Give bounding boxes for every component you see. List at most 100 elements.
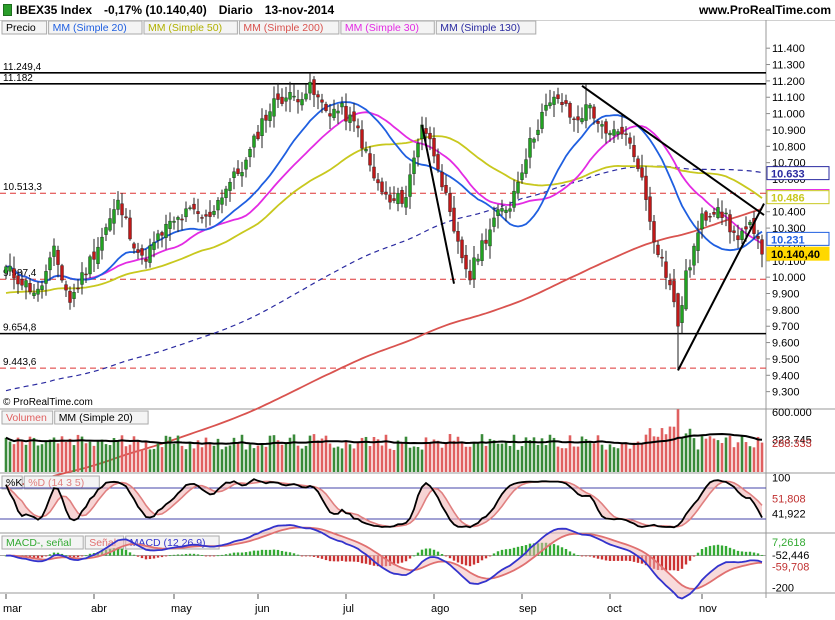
x-tick-label: oct bbox=[607, 603, 622, 615]
chart-svg[interactable]: 11.400 11.300 11.200 11.100 11.000 10.900 10.8… bbox=[0, 20, 835, 620]
candle-body bbox=[584, 104, 588, 121]
volume-bar bbox=[748, 446, 752, 472]
volume-bar bbox=[356, 442, 360, 472]
macd-histogram-bar bbox=[228, 553, 232, 556]
volume-bar bbox=[264, 446, 268, 472]
macd-histogram-bar bbox=[748, 551, 752, 556]
candle-body bbox=[308, 81, 312, 94]
volume-bar bbox=[240, 434, 244, 472]
macd-histogram-bar bbox=[696, 552, 700, 556]
candle-body bbox=[52, 245, 56, 257]
macd-signal-line bbox=[6, 526, 763, 590]
candle-body bbox=[244, 159, 248, 170]
macd-histogram-bar bbox=[264, 549, 268, 556]
volume-bar bbox=[708, 436, 712, 472]
candle-body bbox=[496, 209, 500, 216]
level-lines: 11.249,411.182 10.513,3 9.987,4 9.654,8 9.44… bbox=[0, 62, 766, 369]
macd-histogram-bar bbox=[692, 555, 696, 557]
legend-entry: MM (Simple 130) bbox=[440, 22, 520, 34]
macd-histogram-bar bbox=[312, 555, 316, 557]
volume-bar bbox=[24, 444, 28, 472]
candle-body bbox=[472, 257, 476, 280]
macd-histogram-bar bbox=[416, 552, 420, 556]
volume-bar bbox=[84, 443, 88, 472]
volume-bar bbox=[100, 439, 104, 472]
price-tick-label: 11.200 bbox=[772, 76, 805, 88]
volume-bar bbox=[696, 449, 700, 472]
volume-bar bbox=[480, 434, 484, 472]
macd-histogram-bar bbox=[316, 555, 320, 558]
macd-histogram-bar bbox=[680, 555, 684, 569]
candle-body bbox=[168, 220, 172, 229]
trendline bbox=[581, 84, 765, 216]
volume-bar bbox=[200, 447, 204, 472]
volume-bar bbox=[712, 438, 716, 472]
volume-bar bbox=[256, 445, 260, 472]
volume-bar bbox=[72, 445, 76, 472]
volume-bar bbox=[80, 436, 84, 472]
candle-body bbox=[588, 104, 592, 109]
candle-body bbox=[216, 200, 220, 211]
macd-histogram-bar bbox=[300, 555, 304, 557]
candle-body bbox=[104, 227, 108, 235]
volume-value-label: 288.333 bbox=[772, 438, 812, 450]
candle-body bbox=[464, 254, 468, 270]
candle-body bbox=[756, 235, 760, 239]
candle-body bbox=[700, 213, 704, 230]
candle-body bbox=[680, 305, 684, 323]
candle-body bbox=[108, 218, 112, 231]
macd-histogram-bar bbox=[484, 555, 488, 559]
volume-bar bbox=[212, 445, 216, 472]
macd-histogram-bar bbox=[224, 554, 228, 556]
candle-body bbox=[412, 157, 416, 174]
candle-body bbox=[184, 208, 188, 218]
candle-body bbox=[476, 258, 480, 262]
candle-body bbox=[288, 92, 292, 100]
volume-bar bbox=[336, 446, 340, 472]
volume-bar bbox=[248, 444, 252, 472]
macd-histogram-bar bbox=[180, 554, 184, 556]
candle-body bbox=[548, 102, 552, 107]
level-label: 11.182 bbox=[3, 73, 33, 84]
price-tick-label: 9.900 bbox=[772, 289, 800, 301]
macd-histogram-bar bbox=[560, 547, 564, 556]
price-value-box bbox=[766, 190, 830, 205]
macd-histogram-bar bbox=[72, 555, 76, 558]
volume-bar bbox=[412, 446, 416, 472]
volume-bar bbox=[4, 437, 8, 472]
x-axis: mar abr may jun jul ago sep oct nov bbox=[3, 594, 717, 615]
macd-histogram-bar bbox=[464, 555, 468, 566]
candle-body bbox=[396, 192, 400, 204]
macd-histogram-bar bbox=[68, 555, 72, 558]
volume-bar bbox=[360, 437, 364, 472]
macd-histogram-bar bbox=[604, 555, 608, 561]
candle-body bbox=[652, 221, 656, 243]
candle-body bbox=[616, 131, 620, 135]
candle-body bbox=[24, 280, 28, 288]
candle-body bbox=[268, 111, 272, 121]
candle-body bbox=[240, 172, 244, 177]
candle-body bbox=[100, 236, 104, 251]
price-tick-label: 10.800 bbox=[772, 141, 806, 153]
volume-bar bbox=[292, 434, 296, 472]
candle-body bbox=[352, 111, 356, 122]
candle-body bbox=[592, 106, 596, 119]
macd-histogram-bar bbox=[176, 554, 180, 556]
candle-body bbox=[424, 128, 428, 134]
macd-value-label: -52,446 bbox=[772, 550, 809, 562]
macd-histogram-bar bbox=[552, 544, 556, 556]
legend-box bbox=[143, 20, 238, 35]
volume-bar bbox=[476, 443, 480, 472]
macd-histogram-bar bbox=[308, 555, 312, 557]
macd-histogram-bar bbox=[500, 549, 504, 556]
level-label: 9.654,8 bbox=[3, 323, 37, 334]
macd-histogram-bar bbox=[160, 555, 164, 558]
macd-histogram-bar bbox=[760, 554, 764, 556]
candle-body bbox=[116, 199, 120, 210]
macd-histogram-bar bbox=[452, 555, 456, 561]
macd-histogram-bar bbox=[216, 555, 220, 557]
macd-histogram-bar bbox=[460, 555, 464, 565]
macd-histogram-bar bbox=[52, 552, 56, 556]
volume-bar bbox=[568, 435, 572, 472]
site-url[interactable]: www.ProRealTime.com bbox=[698, 3, 831, 17]
